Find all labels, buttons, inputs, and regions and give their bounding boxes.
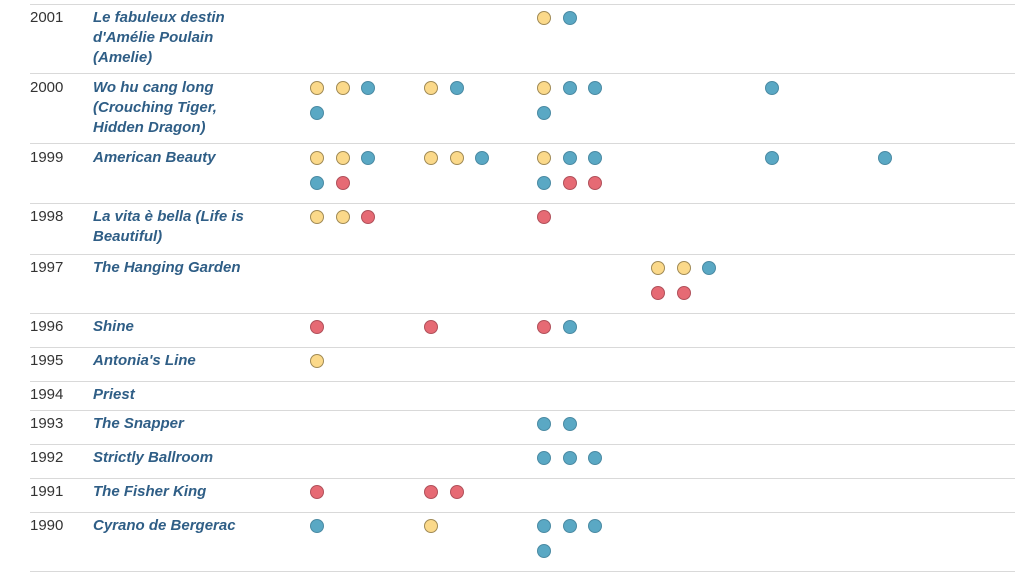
award-dot-blue (310, 106, 324, 120)
award-dot-blue (562, 417, 577, 431)
row-year: 1998 (30, 208, 64, 225)
award-dot-yellow (335, 151, 350, 165)
award-dot-red (562, 176, 577, 190)
row-separator (30, 254, 1015, 255)
award-dot-red (424, 320, 438, 334)
award-dot-blue (475, 151, 489, 165)
row-title[interactable]: Priest (93, 386, 135, 403)
row-title[interactable]: Cyrano de Bergerac (93, 517, 236, 534)
award-dot-yellow (310, 210, 324, 224)
row-title[interactable]: Wo hu cang long (Crouching Tiger, Hidden… (93, 79, 217, 136)
row-title[interactable]: The Hanging Garden (93, 259, 241, 276)
award-dot-blue (310, 176, 324, 190)
row-title[interactable]: Antonia's Line (93, 352, 196, 369)
row-year: 1995 (30, 352, 64, 369)
award-dot-red (361, 210, 375, 224)
award-dot-red (424, 485, 438, 499)
award-dot-yellow (537, 151, 551, 165)
row-title[interactable]: La vita è bella (Life is Beautiful) (93, 208, 244, 245)
row-separator (30, 4, 1015, 5)
row-title[interactable]: The Snapper (93, 415, 184, 432)
award-dot-red (449, 485, 464, 499)
award-dot-blue (537, 451, 551, 465)
award-dot-blue (765, 81, 779, 95)
award-dot-blue (537, 519, 551, 533)
row-title[interactable]: American Beauty (93, 149, 216, 166)
row-title[interactable]: The Fisher King (93, 483, 207, 500)
award-dot-blue (562, 451, 577, 465)
award-dot-blue (702, 261, 716, 275)
row-separator (30, 410, 1015, 411)
award-dot-yellow (335, 81, 350, 95)
award-dot-yellow (335, 210, 350, 224)
award-dot-blue (588, 519, 602, 533)
award-dot-blue (537, 544, 551, 558)
award-dot-red (676, 286, 691, 300)
award-dot-yellow (537, 81, 551, 95)
row-separator (30, 143, 1015, 144)
row-year: 1990 (30, 517, 64, 534)
award-dot-yellow (424, 81, 438, 95)
award-dot-red (651, 286, 665, 300)
award-dot-blue (765, 151, 779, 165)
row-separator (30, 203, 1015, 204)
award-dot-blue (537, 417, 551, 431)
row-year: 1996 (30, 318, 64, 335)
award-dot-blue (310, 519, 324, 533)
award-dot-blue (588, 451, 602, 465)
award-dot-yellow (424, 151, 438, 165)
award-dot-yellow (651, 261, 665, 275)
row-year: 1991 (30, 483, 64, 500)
row-year: 1993 (30, 415, 64, 432)
award-dot-red (335, 176, 350, 190)
row-title[interactable]: Le fabuleux destin d'Amélie Poulain (Ame… (93, 9, 225, 66)
row-year: 1994 (30, 386, 64, 403)
row-separator (30, 381, 1015, 382)
row-year: 1997 (30, 259, 64, 276)
award-dot-red (537, 320, 551, 334)
award-dot-yellow (310, 81, 324, 95)
row-separator (30, 444, 1015, 445)
award-dot-blue (562, 320, 577, 334)
row-separator (30, 512, 1015, 513)
row-year: 2001 (30, 9, 64, 26)
award-dot-yellow (449, 151, 464, 165)
award-dot-blue (588, 81, 602, 95)
award-dot-blue (562, 81, 577, 95)
award-dot-red (537, 210, 551, 224)
award-dot-red (310, 320, 324, 334)
row-year: 2000 (30, 79, 64, 96)
row-year: 1992 (30, 449, 64, 466)
award-dot-blue (588, 151, 602, 165)
award-dot-blue (562, 519, 577, 533)
award-dot-blue (361, 151, 375, 165)
award-dot-blue (537, 176, 551, 190)
row-separator (30, 571, 1015, 572)
award-dot-yellow (310, 354, 324, 368)
award-dot-yellow (676, 261, 691, 275)
row-year: 1999 (30, 149, 64, 166)
award-dot-blue (562, 151, 577, 165)
row-separator (30, 73, 1015, 74)
award-dot-blue (361, 81, 375, 95)
award-dot-blue (878, 151, 892, 165)
row-title[interactable]: Shine (93, 318, 134, 335)
award-dot-red (588, 176, 602, 190)
award-dot-blue (562, 11, 577, 25)
row-separator (30, 478, 1015, 479)
award-dot-blue (449, 81, 464, 95)
row-title[interactable]: Strictly Ballroom (93, 449, 214, 466)
award-dot-yellow (537, 11, 551, 25)
award-dot-blue (537, 106, 551, 120)
award-dot-red (310, 485, 324, 499)
award-dot-yellow (310, 151, 324, 165)
row-separator (30, 347, 1015, 348)
award-dot-yellow (424, 519, 438, 533)
row-separator (30, 313, 1015, 314)
